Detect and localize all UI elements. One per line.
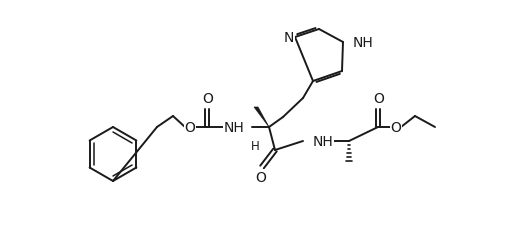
Text: O: O bbox=[185, 120, 195, 134]
Text: O: O bbox=[203, 92, 214, 106]
Text: NH: NH bbox=[353, 36, 374, 50]
Text: H: H bbox=[250, 139, 259, 152]
Text: NH: NH bbox=[313, 134, 334, 148]
Text: O: O bbox=[256, 170, 266, 184]
Text: O: O bbox=[391, 120, 402, 134]
Text: N: N bbox=[284, 31, 294, 45]
Text: O: O bbox=[374, 92, 384, 106]
Polygon shape bbox=[254, 108, 269, 128]
Text: NH: NH bbox=[223, 120, 244, 134]
